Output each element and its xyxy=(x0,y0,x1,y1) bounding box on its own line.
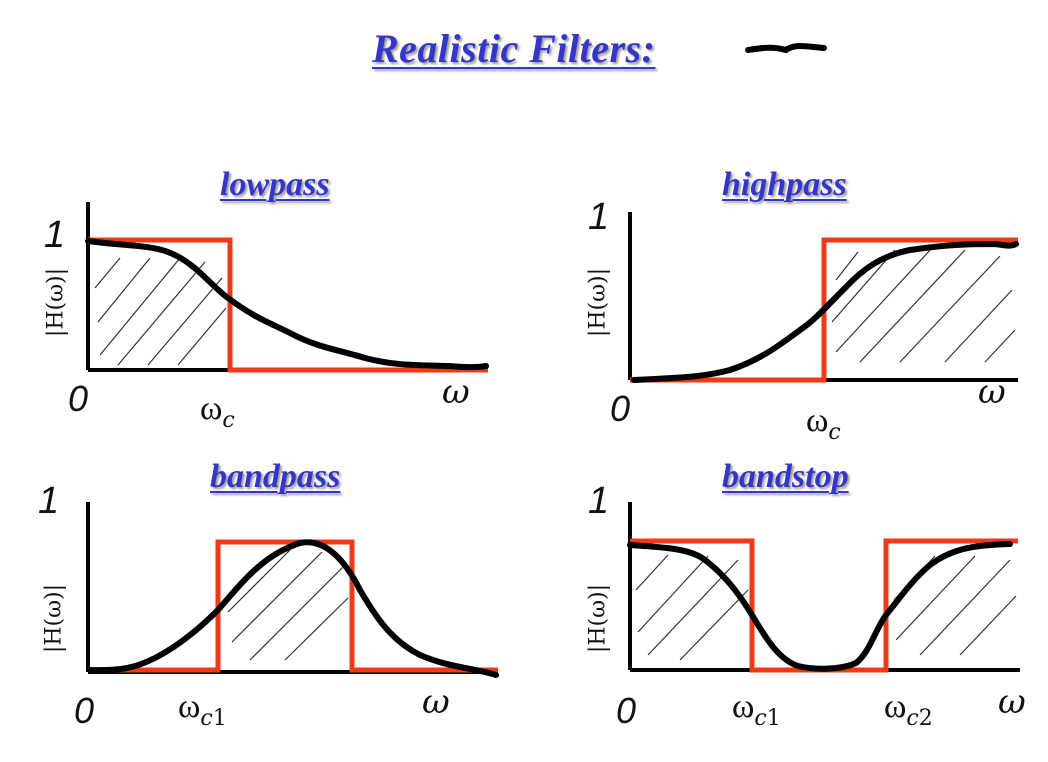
origin-label: 0 xyxy=(610,388,631,429)
one-label: 1 xyxy=(38,480,60,522)
panel-title-bandpass: bandpass xyxy=(210,458,341,495)
panel-title-highpass: highpass xyxy=(722,166,847,203)
omega-axis-label: ω xyxy=(998,682,1026,722)
ideal-response xyxy=(88,237,488,373)
realistic-response xyxy=(87,539,499,678)
panel-title-lowpass: lowpass xyxy=(220,166,330,203)
hatch-region xyxy=(94,257,227,366)
hatch-region xyxy=(831,247,1016,363)
one-label: 1 xyxy=(44,214,66,256)
hatch-region xyxy=(635,554,1017,661)
one-label: 1 xyxy=(588,480,610,522)
cutoff-label: ωc xyxy=(806,402,841,445)
one-label: 1 xyxy=(588,196,610,238)
realistic-response xyxy=(85,238,489,371)
cutoff-label: ωc1 xyxy=(178,688,227,731)
origin-label: 0 xyxy=(68,378,89,419)
omega-axis-label: ω xyxy=(422,682,450,722)
realistic-response xyxy=(627,541,1013,672)
cutoff-label-2: ωc2 xyxy=(884,688,933,731)
cutoff-label-1: ωc1 xyxy=(732,688,781,731)
origin-label: 0 xyxy=(616,690,637,731)
main-title-wrap: Realistic Filters: xyxy=(372,18,655,78)
cutoff-label: ωc xyxy=(200,390,235,433)
realistic-response xyxy=(631,240,1019,383)
omega-axis-label: ω xyxy=(442,372,470,412)
hatch-region xyxy=(227,549,349,661)
main-title: Realistic Filters: xyxy=(372,25,656,71)
origin-label: 0 xyxy=(74,690,95,731)
squiggle-symbol xyxy=(745,43,827,54)
ideal-response xyxy=(88,539,498,673)
ideal-response xyxy=(630,538,1018,673)
panel-title-bandstop: bandstop xyxy=(722,458,849,495)
